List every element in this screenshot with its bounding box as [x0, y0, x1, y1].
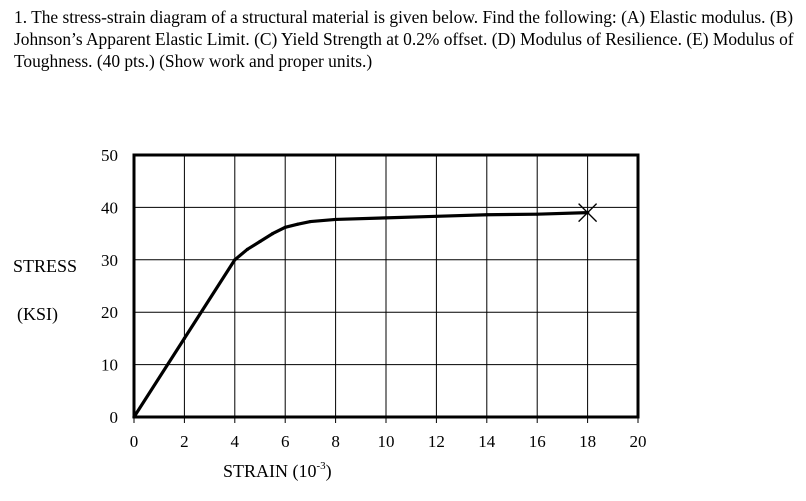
data-point [283, 225, 287, 229]
question-text: 1. The stress-strain diagram of a struct… [14, 7, 794, 71]
x-tick-label: 4 [231, 432, 240, 451]
data-point [245, 247, 249, 251]
data-point [258, 239, 262, 244]
x-tick-label: 8 [331, 432, 340, 451]
x-tick-label: 0 [130, 432, 139, 451]
y-tick-label: 50 [101, 146, 118, 165]
stress-strain-curve [132, 211, 590, 419]
y-tick-label: 40 [101, 198, 118, 217]
y-axis-unit-label: (KSI) [17, 304, 58, 324]
x-tick-label: 20 [630, 432, 647, 451]
x-tick-label: 12 [428, 432, 445, 451]
y-tick-label: 0 [110, 408, 119, 427]
x-tick-label: 18 [579, 432, 596, 451]
fracture-marker [578, 203, 598, 223]
x-tick-label: 2 [180, 432, 189, 451]
y-axis-label: STRESS [13, 256, 78, 276]
data-point [334, 217, 338, 222]
data-point [308, 219, 312, 224]
data-point [485, 213, 489, 217]
x-tick-label: 16 [529, 432, 546, 451]
data-point [296, 222, 300, 226]
plot-frame [132, 153, 640, 419]
x-tick-label: 6 [281, 432, 290, 451]
y-tick-label: 30 [101, 251, 118, 270]
y-tick-label: 10 [101, 356, 118, 375]
x-tick-label: 10 [378, 432, 395, 451]
data-point [182, 336, 186, 340]
data-point [384, 216, 388, 220]
data-point [271, 232, 275, 236]
data-point [535, 212, 539, 216]
x-axis-label: STRAIN (10-3) [223, 460, 332, 481]
x-tick-label: 14 [478, 432, 496, 451]
data-point [434, 214, 438, 218]
data-point [233, 258, 237, 262]
data-point [132, 415, 136, 419]
y-tick-label: 20 [101, 303, 118, 322]
